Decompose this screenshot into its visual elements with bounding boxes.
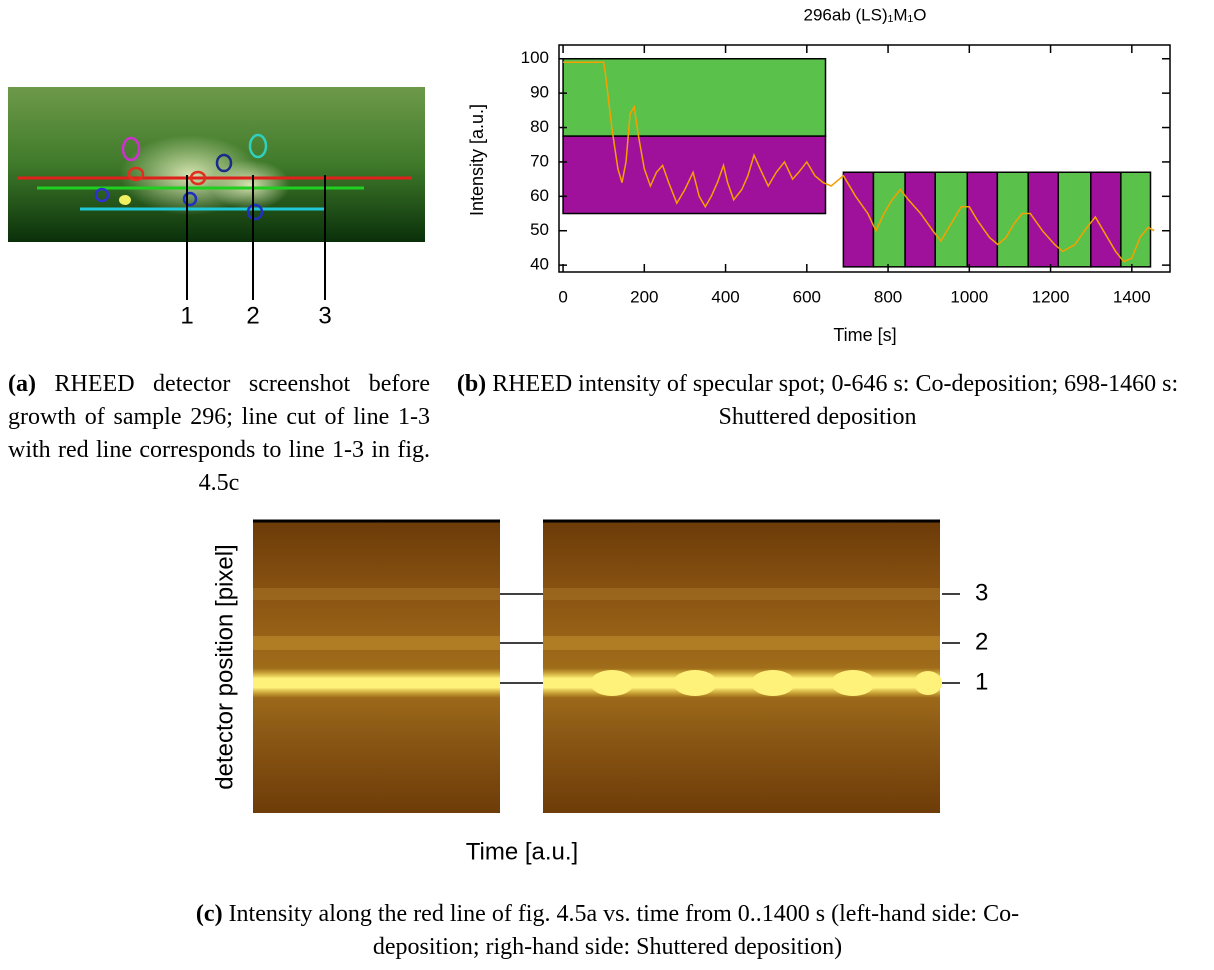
y-tick-label: 50 <box>530 220 549 239</box>
caption: (b) RHEED intensity of specular spot; 0-… <box>425 368 1210 434</box>
y-tick-label: 90 <box>530 83 549 102</box>
shutter-region <box>872 171 906 268</box>
line-label: 1 <box>180 302 193 329</box>
caption-text: Intensity along the red line of fig. 4.5… <box>228 901 1020 960</box>
line-label: 1 <box>975 668 988 695</box>
shutter-region <box>1057 171 1092 268</box>
y-tick-label: 80 <box>530 117 549 136</box>
y-axis-label: detector position [pixel] <box>211 544 238 789</box>
y-tick-label: 70 <box>530 151 549 170</box>
shutter-region <box>562 58 827 137</box>
caption-label: (a) <box>8 371 36 397</box>
x-tick-label: 200 <box>630 287 658 306</box>
caption-text: RHEED detector screenshot before growth … <box>8 371 430 496</box>
line-label: 2 <box>975 628 988 655</box>
shutter-region <box>1027 171 1060 268</box>
caption-label: (b) <box>456 371 487 397</box>
shutter-region <box>842 171 875 268</box>
shutter-region <box>934 171 969 268</box>
plot-frame <box>558 44 1171 273</box>
y-tick-label: 60 <box>530 186 549 205</box>
y-tick-label: 100 <box>521 48 549 67</box>
x-axis-label: Time [a.u.] <box>466 838 578 865</box>
intensity-image <box>253 519 960 813</box>
x-tick-label: 0 <box>558 287 567 306</box>
x-tick-label: 1000 <box>950 287 988 306</box>
line-label: 2 <box>246 302 259 329</box>
line-label: 3 <box>975 579 988 606</box>
chart: 296ab (LS)₁M₁O Time [s] Intensity [a.u.]… <box>467 5 1171 345</box>
x-axis-label: Time [s] <box>833 325 896 345</box>
shutter-region <box>996 171 1029 268</box>
line-label: 3 <box>318 302 331 329</box>
shutter-region <box>1120 171 1152 268</box>
caption-text: RHEED intensity of specular spot; 0-646 … <box>492 371 1179 430</box>
shutter-region <box>966 171 999 268</box>
rheed-image <box>8 87 425 300</box>
figure: 1 2 3 296ab (LS)₁M₁O Time [s] Intensity … <box>8 5 1171 865</box>
x-tick-label: 800 <box>874 287 902 306</box>
x-tick-label: 1200 <box>1032 287 1070 306</box>
caption: (a) RHEED detector screenshot before gro… <box>8 368 430 500</box>
y-axis-label: Intensity [a.u.] <box>467 104 487 216</box>
caption-label: (c) <box>195 901 223 927</box>
x-tick-label: 1400 <box>1113 287 1151 306</box>
y-tick-label: 40 <box>530 255 549 274</box>
x-tick-label: 400 <box>711 287 739 306</box>
chart-title: 296ab (LS)₁M₁O <box>804 5 927 24</box>
caption: (c) Intensity along the red line of fig.… <box>195 898 1020 964</box>
data-line <box>563 61 1155 263</box>
shutter-region <box>904 171 936 268</box>
x-tick-label: 600 <box>793 287 821 306</box>
